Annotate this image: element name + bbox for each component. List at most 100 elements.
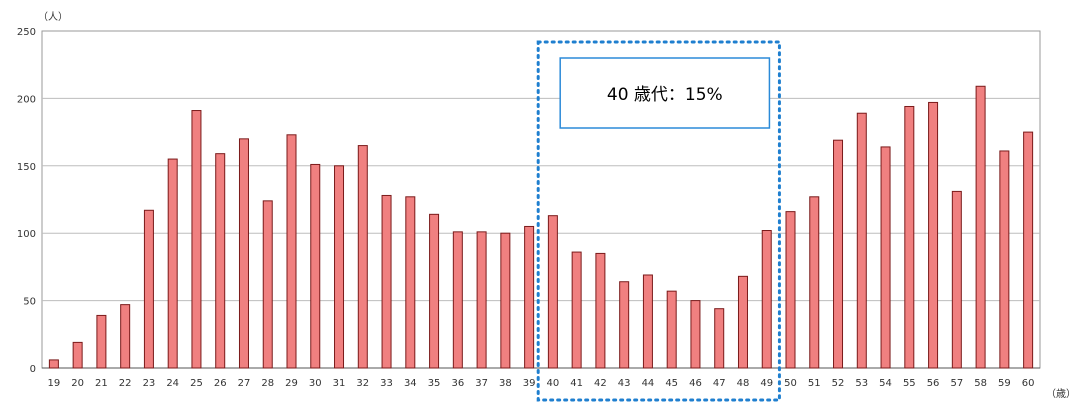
bar-19	[48, 359, 59, 369]
bars	[48, 85, 1034, 369]
y-axis-unit: （人）	[38, 11, 68, 23]
x-tick-label-24: 24	[166, 378, 179, 389]
x-tick-label-34: 34	[404, 378, 417, 389]
x-tick-label-50: 50	[784, 378, 797, 389]
highlight-region: 40 歳代：15%	[536, 40, 781, 402]
bar-26	[215, 153, 226, 369]
bar-29	[286, 134, 297, 369]
bar-35	[429, 213, 440, 369]
bar-44	[642, 274, 653, 369]
bar-45	[666, 290, 677, 369]
bar-60	[1023, 131, 1034, 369]
x-tick-label-47: 47	[713, 378, 726, 389]
x-tick-label-54: 54	[879, 378, 892, 389]
bar-27	[238, 138, 249, 369]
y-tick-label-250: 250	[17, 27, 36, 38]
x-tick-label-42: 42	[594, 378, 607, 389]
bar-50	[785, 211, 796, 369]
x-tick-label-19: 19	[48, 378, 61, 389]
bar-43	[619, 281, 630, 369]
bar-32	[357, 145, 368, 369]
bar-40	[547, 215, 558, 369]
bar-21	[96, 314, 107, 369]
x-tick-label-23: 23	[143, 378, 156, 389]
bar-20	[72, 341, 83, 369]
x-tick-label-46: 46	[689, 378, 702, 389]
bar-28	[262, 200, 273, 369]
bar-42	[595, 252, 606, 369]
x-tick-label-33: 33	[380, 378, 393, 389]
bar-31	[334, 165, 345, 369]
x-tick-label-39: 39	[523, 378, 536, 389]
bar-56	[928, 101, 939, 369]
x-tick-label-40: 40	[547, 378, 560, 389]
callout-label: 40 歳代：15%	[607, 85, 723, 105]
y-tick-label-200: 200	[17, 94, 36, 105]
bar-55	[904, 105, 915, 369]
x-tick-label-31: 31	[333, 378, 346, 389]
bar-39	[524, 225, 535, 369]
x-tick-label-20: 20	[71, 378, 84, 389]
bar-37	[476, 231, 487, 369]
x-tick-label-48: 48	[737, 378, 750, 389]
x-tick-label-38: 38	[499, 378, 512, 389]
x-tick-label-27: 27	[238, 378, 251, 389]
x-tick-label-51: 51	[808, 378, 821, 389]
x-tick-label-57: 57	[950, 378, 963, 389]
bar-47	[714, 308, 725, 369]
y-tick-label-150: 150	[17, 162, 36, 173]
bar-53	[856, 112, 867, 369]
bar-51	[809, 196, 820, 369]
x-tick-label-59: 59	[998, 378, 1011, 389]
bar-46	[690, 300, 701, 369]
x-tick-label-41: 41	[570, 378, 583, 389]
bar-54	[880, 146, 891, 369]
bar-25	[191, 110, 202, 369]
x-tick-label-49: 49	[760, 378, 773, 389]
x-tick-label-43: 43	[618, 378, 631, 389]
bar-36	[452, 231, 463, 369]
x-axis-ticks: 19 20 21 22 23 24 25 26 27 28 29 30 31 32 33 34 35 36 37 38…	[48, 378, 1035, 389]
x-tick-label-28: 28	[261, 378, 274, 389]
bar-49	[761, 230, 772, 369]
bar-48	[737, 275, 748, 369]
x-tick-label-26: 26	[214, 378, 227, 389]
bar-57	[951, 190, 962, 369]
x-tick-label-55: 55	[903, 378, 916, 389]
x-tick-label-36: 36	[451, 378, 464, 389]
x-tick-label-22: 22	[119, 378, 132, 389]
y-tick-label-50: 50	[23, 297, 36, 308]
bar-30	[310, 163, 321, 369]
highlight-dotted-box	[536, 40, 781, 402]
x-tick-label-32: 32	[356, 378, 369, 389]
x-tick-label-21: 21	[95, 378, 108, 389]
x-tick-label-45: 45	[665, 378, 678, 389]
bar-34	[405, 196, 416, 369]
x-tick-label-35: 35	[428, 378, 441, 389]
x-tick-label-44: 44	[642, 378, 655, 389]
callout-box	[559, 57, 771, 129]
bar-59	[999, 150, 1010, 369]
x-tick-label-53: 53	[855, 378, 868, 389]
bar-24	[167, 158, 178, 369]
bar-41	[571, 251, 582, 369]
bar-33	[381, 194, 392, 369]
x-tick-label-58: 58	[974, 378, 987, 389]
bar-38	[500, 232, 511, 369]
x-tick-label-60: 60	[1022, 378, 1035, 389]
bar-52	[833, 139, 844, 369]
y-axis-ticks: 0 50 100 150 200 250	[17, 27, 36, 375]
x-tick-label-52: 52	[832, 378, 845, 389]
x-tick-label-37: 37	[475, 378, 488, 389]
x-axis-unit: （歳）	[1046, 388, 1076, 400]
y-tick-label-0: 0	[30, 364, 36, 375]
bar-58	[975, 85, 986, 369]
bar-23	[143, 209, 154, 369]
y-tick-label-100: 100	[17, 229, 36, 240]
x-tick-label-29: 29	[285, 378, 298, 389]
bar-22	[120, 304, 131, 369]
x-tick-label-25: 25	[190, 378, 203, 389]
gridlines	[42, 97, 1040, 369]
x-tick-label-56: 56	[927, 378, 940, 389]
